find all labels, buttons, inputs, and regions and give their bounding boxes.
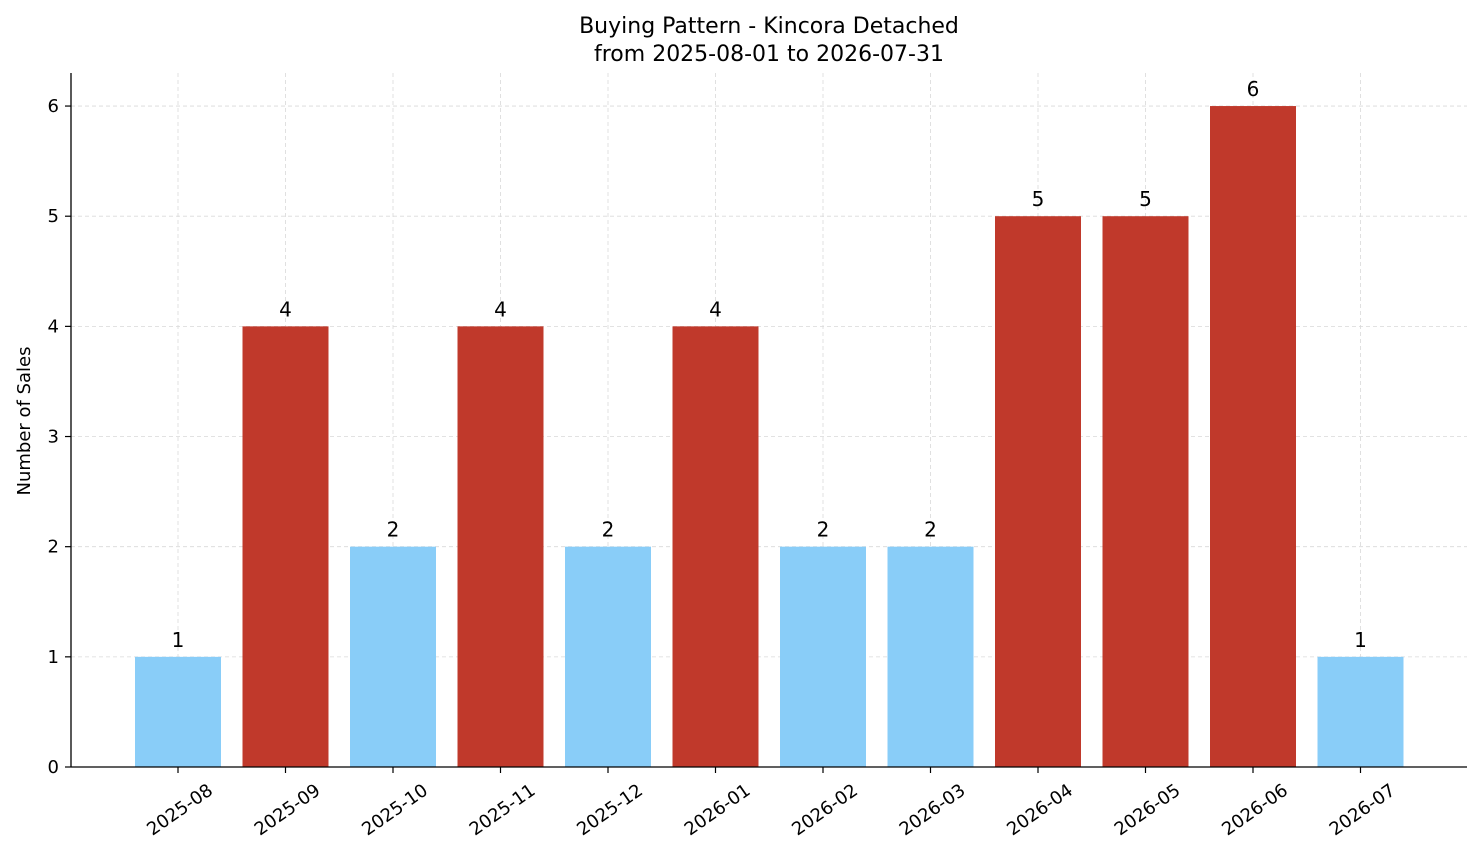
x-tick-label: 2025-10 (358, 780, 432, 840)
y-tick-label: 4 (48, 316, 59, 337)
bar-2026-07 (1317, 656, 1404, 767)
bar-value-label: 2 (602, 518, 615, 542)
bar-value-label: 2 (924, 518, 937, 542)
y-tick-label: 1 (48, 647, 59, 668)
x-tick-label: 2026-07 (1326, 780, 1400, 840)
x-tick-label: 2025-12 (573, 780, 647, 840)
bar-2025-11 (457, 326, 544, 767)
bar-value-label: 1 (1354, 628, 1367, 652)
y-axis-label: Number of Sales (14, 346, 35, 495)
bar-2025-12 (565, 546, 651, 767)
x-tick-label: 2026-06 (1218, 780, 1292, 840)
bar-value-label: 4 (494, 297, 507, 321)
bar-2026-05 (1102, 216, 1189, 767)
bar-2026-06 (1210, 106, 1296, 768)
y-tick-label: 0 (48, 757, 59, 778)
bar-2026-03 (887, 546, 974, 767)
bar-layer (135, 106, 1404, 768)
bar-value-label: 4 (279, 297, 292, 321)
y-tick-label: 3 (48, 427, 59, 448)
x-tick-label: 2026-04 (1003, 780, 1077, 840)
chart-subtitle: from 2025-08-01 to 2026-07-31 (594, 42, 944, 67)
x-tick-label: 2026-02 (788, 780, 862, 840)
bar-2026-04 (995, 216, 1081, 767)
bar-value-label: 4 (709, 297, 722, 321)
x-tick-label: 2025-08 (143, 780, 217, 840)
bar-value-label: 2 (817, 518, 830, 542)
x-tick-label: 2026-01 (681, 780, 755, 840)
bar-2026-01 (672, 326, 759, 767)
x-tick-label: 2026-03 (896, 780, 970, 840)
bar-value-label: 5 (1032, 187, 1045, 211)
x-tick-label: 2025-09 (251, 780, 325, 840)
bar-value-label: 5 (1139, 187, 1152, 211)
x-tick-label: 2026-05 (1111, 780, 1185, 840)
bar-2025-08 (135, 656, 221, 767)
bar-2025-09 (242, 326, 329, 767)
x-tick-label: 2025-11 (466, 780, 540, 840)
bar-2026-02 (780, 546, 866, 767)
bar-value-label: 2 (387, 518, 400, 542)
bar-value-labels: 1 4 2 4 2 4 2 2 5 5 6 1 (172, 77, 1367, 652)
y-tick-label: 5 (48, 206, 59, 227)
y-tick-label: 2 (48, 537, 59, 558)
y-tick-label: 6 (48, 96, 59, 117)
chart-title: Buying Pattern - Kincora Detached (579, 14, 959, 39)
bar-value-label: 6 (1247, 77, 1260, 101)
bar-value-label: 1 (172, 628, 185, 652)
bar-2025-10 (350, 546, 436, 767)
